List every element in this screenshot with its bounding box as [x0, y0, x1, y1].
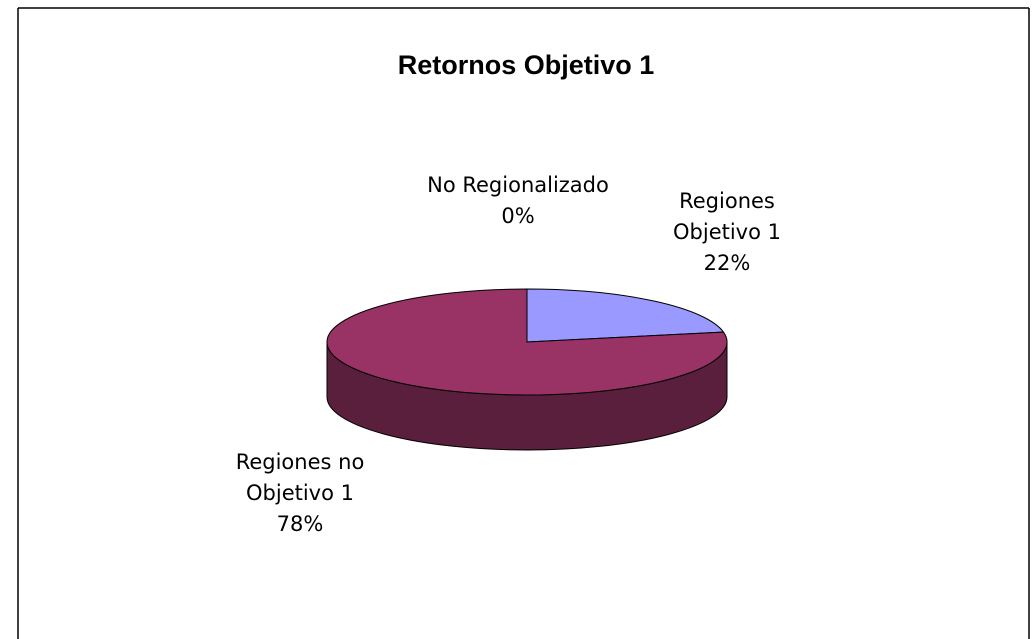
pie-slice [526, 288, 725, 343]
category-label: Regiones no Objetivo 1 [235, 450, 365, 505]
category-label: Regiones Objetivo 1 [673, 189, 781, 244]
slice-label: No Regionalizado 0% [426, 170, 611, 232]
value-label: 78% [276, 512, 324, 536]
slice-label: Regiones no Objetivo 1 78% [210, 447, 390, 540]
value-label: 0% [501, 204, 535, 228]
chart-title: Retornos Objetivo 1 [398, 50, 655, 80]
category-label: No Regionalizado [427, 173, 609, 197]
value-label: 22% [703, 251, 751, 275]
slice-label: Regiones Objetivo 1 22% [652, 186, 802, 279]
